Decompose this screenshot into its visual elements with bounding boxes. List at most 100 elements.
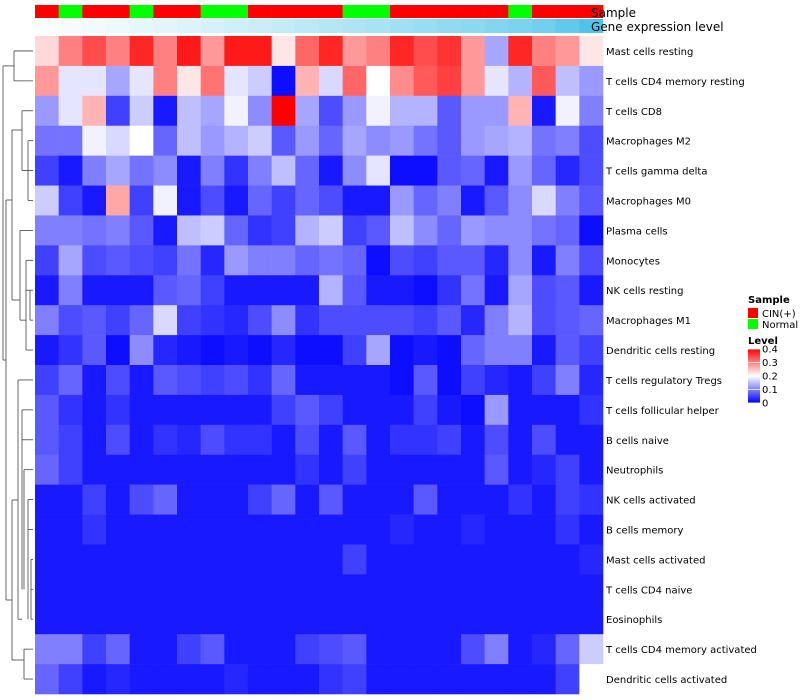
heatmap-cell xyxy=(390,574,414,605)
heatmap-cell xyxy=(555,365,580,396)
gene-expression-annotation-cell xyxy=(532,19,556,33)
heatmap-cell xyxy=(248,335,272,366)
heatmap-cell xyxy=(366,484,391,515)
heatmap-cell xyxy=(579,185,604,216)
heatmap-cell xyxy=(366,544,391,575)
heatmap-cell xyxy=(106,634,130,665)
row-label: T cells gamma delta xyxy=(605,167,707,178)
heatmap-cell xyxy=(35,365,59,396)
heatmap-cell xyxy=(58,514,83,545)
sample-annotation-cell xyxy=(200,5,225,18)
heatmap-cell xyxy=(532,484,556,515)
heatmap-cell xyxy=(224,574,249,605)
gene-expression-annotation-cell xyxy=(200,19,225,33)
heatmap-cell xyxy=(129,215,154,246)
heatmap-cell xyxy=(271,275,296,306)
heatmap-cell xyxy=(390,335,414,366)
heatmap-cell xyxy=(484,394,509,426)
heatmap-cell xyxy=(129,305,154,336)
heatmap-cell xyxy=(129,65,154,97)
heatmap-cell xyxy=(508,454,533,485)
heatmap-cell xyxy=(35,634,59,665)
heatmap-cell xyxy=(461,664,485,695)
heatmap-cell xyxy=(248,245,272,276)
gene-expression-annotation-cell xyxy=(129,19,154,33)
heatmap-cell xyxy=(484,514,509,545)
heatmap-cell xyxy=(82,574,107,605)
heatmap-cell xyxy=(366,424,391,456)
heatmap-cell xyxy=(555,155,580,186)
heatmap-cell xyxy=(271,155,296,186)
heatmap-cell xyxy=(413,335,438,366)
heatmap-cell xyxy=(129,36,154,67)
heatmap-cell xyxy=(35,125,59,156)
heatmap-cell xyxy=(319,454,343,485)
heatmap-cell xyxy=(35,185,59,216)
sample-annotation-cell xyxy=(579,5,604,18)
heatmap-cell xyxy=(342,36,367,67)
sample-annotation-cell xyxy=(437,5,462,18)
heatmap-cell xyxy=(58,36,83,67)
heatmap-cell xyxy=(342,95,367,127)
heatmap-cell xyxy=(461,514,485,545)
heatmap-cell xyxy=(177,634,201,665)
heatmap-cell xyxy=(224,65,249,97)
heatmap-cell xyxy=(129,514,154,545)
heatmap-cell xyxy=(461,634,485,665)
heatmap-cell xyxy=(484,664,509,695)
heatmap-cell xyxy=(58,185,83,216)
heatmap-cell xyxy=(319,544,343,575)
heatmap-cell xyxy=(437,664,462,695)
row-label: T cells CD4 memory activated xyxy=(605,645,757,656)
heatmap-cell xyxy=(319,424,343,456)
heatmap-cell xyxy=(390,604,414,635)
heatmap-cell xyxy=(579,574,604,605)
heatmap-cell xyxy=(248,544,272,575)
heatmap-cell xyxy=(106,65,130,97)
heatmap-cell xyxy=(484,215,509,246)
heatmap-cell xyxy=(153,634,178,665)
heatmap-cell xyxy=(437,95,462,127)
heatmap-cell xyxy=(390,394,414,426)
heatmap-cell xyxy=(106,245,130,276)
heatmap-cell xyxy=(200,305,225,336)
legend-cin-swatch xyxy=(748,308,758,318)
heatmap-cell xyxy=(366,95,391,127)
heatmap-cell xyxy=(413,394,438,426)
heatmap-cell xyxy=(555,604,580,635)
heatmap-cell xyxy=(366,125,391,156)
sample-annotation-cell xyxy=(342,5,367,18)
heatmap-cell xyxy=(437,275,462,306)
heatmap-cell xyxy=(106,215,130,246)
heatmap-cell xyxy=(555,424,580,456)
heatmap-cell xyxy=(295,215,320,246)
heatmap-cell xyxy=(295,245,320,276)
heatmap-cell xyxy=(82,95,107,127)
heatmap-cell xyxy=(58,305,83,336)
heatmap-cell xyxy=(342,365,367,396)
heatmap-cell xyxy=(58,454,83,485)
heatmap-cell xyxy=(555,394,580,426)
heatmap-cell xyxy=(35,275,59,306)
heatmap-cell xyxy=(437,185,462,216)
heatmap-cell xyxy=(484,65,509,97)
heatmap-cell xyxy=(319,36,343,67)
heatmap-cell xyxy=(342,544,367,575)
heatmap-cell xyxy=(342,514,367,545)
sample-annotation-cell xyxy=(532,5,556,18)
heatmap-cell xyxy=(532,365,556,396)
gene-expression-annotation-cell xyxy=(248,19,272,33)
heatmap-cell xyxy=(461,215,485,246)
heatmap-cell xyxy=(200,125,225,156)
row-dendrogram xyxy=(2,50,33,680)
heatmap-cell xyxy=(532,454,556,485)
heatmap-cell xyxy=(58,275,83,306)
heatmap-cell xyxy=(200,365,225,396)
heatmap-cell xyxy=(532,185,556,216)
heatmap-cell xyxy=(177,574,201,605)
heatmap-cell xyxy=(508,185,533,216)
heatmap-cell xyxy=(508,634,533,665)
heatmap-cell xyxy=(200,544,225,575)
heatmap-cell xyxy=(177,245,201,276)
heatmap-cell xyxy=(413,65,438,97)
